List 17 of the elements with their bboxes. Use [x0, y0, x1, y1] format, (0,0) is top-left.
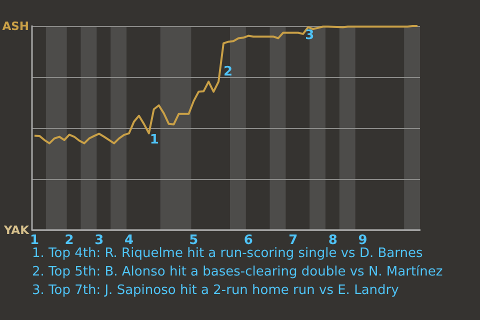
- text: ASH: [2, 19, 29, 33]
- x-tick-label: 6: [244, 233, 253, 248]
- text: YAK: [2, 223, 30, 237]
- annotation: 1: [150, 132, 159, 148]
- x-tick-label: 5: [189, 233, 198, 248]
- text: 3. Top 7th: J. Sapinoso hit a 2-run home run vs E. Landry: [32, 283, 400, 298]
- x-tick-label: 8: [328, 233, 338, 248]
- x-tick-label: 9: [358, 233, 368, 248]
- annotation: 2: [224, 64, 233, 80]
- x-tick-label: 2: [64, 233, 74, 248]
- text: 1. Top 4th: R. Riquelme hit a run-scoring single vs D. Barnes: [32, 246, 423, 261]
- x-tick-label: 1: [30, 233, 40, 248]
- x-tick-label: 4: [124, 233, 134, 248]
- annotation: 3: [305, 28, 314, 44]
- x-tick-label: 3: [94, 233, 104, 248]
- text: 2. Top 5th: B. Alonso hit a bases-clearing double vs N. Martínez: [32, 264, 443, 280]
- x-tick-label: 7: [288, 233, 298, 248]
